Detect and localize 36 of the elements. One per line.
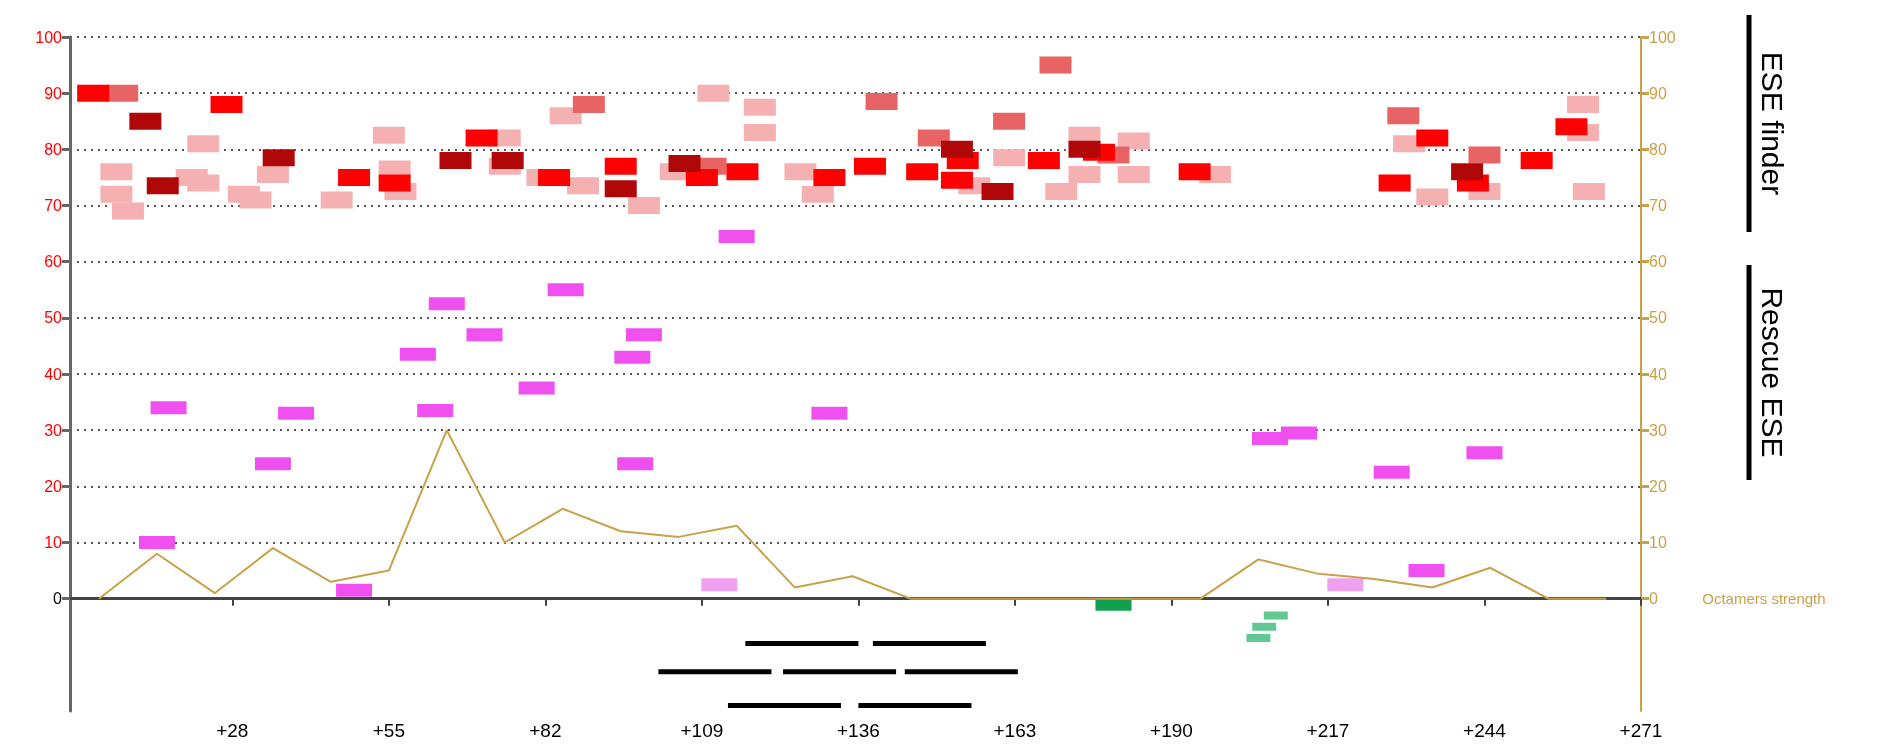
y-tick-label: 70	[44, 197, 63, 214]
x-tick-label: +109	[680, 720, 724, 741]
y2-tick-label: 40	[1649, 365, 1667, 383]
y-tick-label: 10	[44, 534, 63, 551]
text: ESE finder	[1755, 51, 1789, 196]
y2-tick-label: 90	[1649, 84, 1667, 102]
y2-tick-label: 60	[1649, 253, 1667, 271]
text: Rescue ESE	[1755, 287, 1789, 458]
x-tick-label: +244	[1463, 720, 1507, 741]
y2-tick-label: 20	[1649, 477, 1667, 495]
x-tick-label: +190	[1150, 720, 1193, 741]
x-tick-label: +55	[372, 720, 405, 741]
y-tick-label: 20	[44, 477, 63, 495]
x-tick-label: +136	[837, 720, 880, 741]
x-tick-label: +217	[1306, 720, 1350, 741]
y-tick-label: 80	[44, 140, 63, 158]
y2-tick-label: 0	[1649, 590, 1658, 608]
x-tick-label: +28	[216, 720, 249, 741]
y-tick-label: 90	[44, 84, 63, 102]
x-tick-label: +271	[1619, 720, 1663, 741]
text: Octamers strength	[1702, 590, 1826, 608]
y-tick-label: 40	[44, 365, 63, 383]
y-tick-label: 30	[44, 421, 63, 439]
y2-tick-label: 100	[1649, 28, 1676, 46]
x-tick-label: +82	[529, 720, 562, 741]
y-tick-label: 60	[44, 253, 63, 271]
y2-tick-label: 30	[1649, 421, 1667, 439]
y-tick-label: 50	[44, 309, 63, 327]
y-tick-label: 100	[35, 28, 63, 46]
line-series	[97, 429, 1608, 600]
y-tick-label: 0	[53, 590, 63, 608]
x-tick-label: +163	[993, 720, 1037, 741]
y2-tick-label: 50	[1649, 309, 1667, 327]
y2-tick-label: 10	[1649, 534, 1667, 551]
y2-tick-label: 80	[1649, 140, 1667, 158]
y2-tick-label: 70	[1649, 197, 1667, 214]
